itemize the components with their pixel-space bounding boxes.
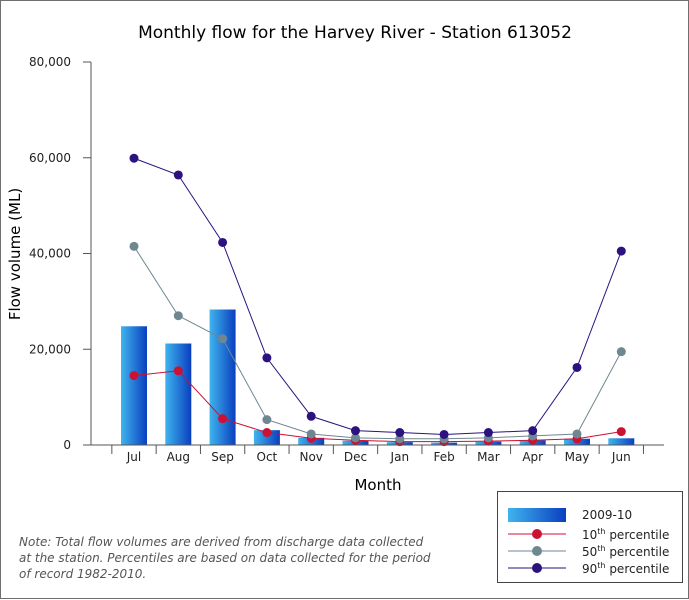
series-point-1 xyxy=(395,434,405,444)
series-line-1 xyxy=(133,246,622,440)
series-point-0 xyxy=(616,427,626,437)
series-point-0 xyxy=(262,428,272,438)
series-point-1 xyxy=(351,433,360,443)
series-point-1 xyxy=(173,311,183,321)
bar-jun xyxy=(608,438,635,445)
series-point-1 xyxy=(572,429,582,439)
legend-swatch-1 xyxy=(508,546,566,556)
y-tick-label: 20,000 xyxy=(29,342,71,356)
series-point-2 xyxy=(528,426,538,436)
bar-sep xyxy=(209,309,236,445)
legend-label-2: 90th percentile xyxy=(582,561,670,576)
series-point-2 xyxy=(173,170,183,180)
series-point-2 xyxy=(218,237,228,247)
series-point-2 xyxy=(483,428,493,438)
x-tick-label: Jan xyxy=(390,450,410,464)
bar-aug xyxy=(165,343,192,445)
legend-label-0: 10th percentile xyxy=(582,527,670,542)
x-tick-label: Dec xyxy=(344,450,367,464)
y-axis-label: Flow volume (ML) xyxy=(6,188,24,320)
series-point-1 xyxy=(306,429,316,439)
y-tick-label: 0 xyxy=(63,438,71,452)
legend-swatch-bars xyxy=(508,508,566,522)
x-tick-label: Aug xyxy=(167,450,190,464)
series-point-2 xyxy=(262,353,272,363)
x-tick-label: Jun xyxy=(611,450,631,464)
series-point-1 xyxy=(218,334,228,344)
series-point-2 xyxy=(395,428,405,438)
legend-item-1: 50th percentile xyxy=(498,543,682,559)
series-point-2 xyxy=(616,246,626,256)
series-line-0 xyxy=(133,370,622,443)
x-tick-label: Sep xyxy=(211,450,234,464)
footnote: Note: Total flow volumes are derived fro… xyxy=(19,535,431,581)
series-point-1 xyxy=(616,347,626,357)
x-axis-label: Month xyxy=(354,476,401,494)
series-point-0 xyxy=(173,366,183,376)
y-tick-label: 40,000 xyxy=(29,247,71,261)
x-tick-label: Mar xyxy=(477,450,500,464)
lines-group xyxy=(129,153,626,447)
legend-item-bars: 2009-10 xyxy=(498,506,682,522)
legend-label-bars: 2009-10 xyxy=(582,508,633,522)
bar-jul xyxy=(121,326,147,445)
x-tick-label: Oct xyxy=(257,450,278,464)
legend-item-2: 90th percentile xyxy=(498,560,682,576)
series-point-2 xyxy=(306,411,316,421)
x-tick-label: Jul xyxy=(126,450,141,464)
series-point-2 xyxy=(351,426,360,436)
y-tick-label: 60,000 xyxy=(29,151,71,165)
bars-group xyxy=(121,309,635,445)
y-tick-label: 80,000 xyxy=(29,55,71,69)
series-point-2 xyxy=(572,362,582,372)
series-point-0 xyxy=(218,414,228,424)
x-tick-label: Nov xyxy=(299,450,322,464)
series-point-0 xyxy=(129,371,139,381)
series-point-2 xyxy=(439,429,449,439)
x-tick-label: Apr xyxy=(522,450,543,464)
x-axis-ticks: Jul Aug Sep Oct Nov Dec Jan Feb Mar Apr May Jun xyxy=(111,445,644,464)
y-axis-ticks: 0 20,000 40,000 60,000 80,000 xyxy=(29,55,91,452)
legend-swatch-0 xyxy=(508,529,566,539)
legend: 2009-10 10th percentile 50th percentile 90… xyxy=(497,491,683,583)
series-point-1 xyxy=(262,415,272,425)
legend-item-0: 10th percentile xyxy=(498,526,682,542)
series-point-1 xyxy=(129,241,139,251)
legend-swatch-2 xyxy=(508,563,566,573)
chart-title: Monthly flow for the Harvey River - Stat… xyxy=(138,23,572,43)
x-tick-label: Feb xyxy=(433,450,454,464)
series-line-2 xyxy=(133,157,622,435)
legend-label-1: 50th percentile xyxy=(582,544,670,559)
series-point-2 xyxy=(129,153,139,163)
x-tick-label: May xyxy=(565,450,590,464)
